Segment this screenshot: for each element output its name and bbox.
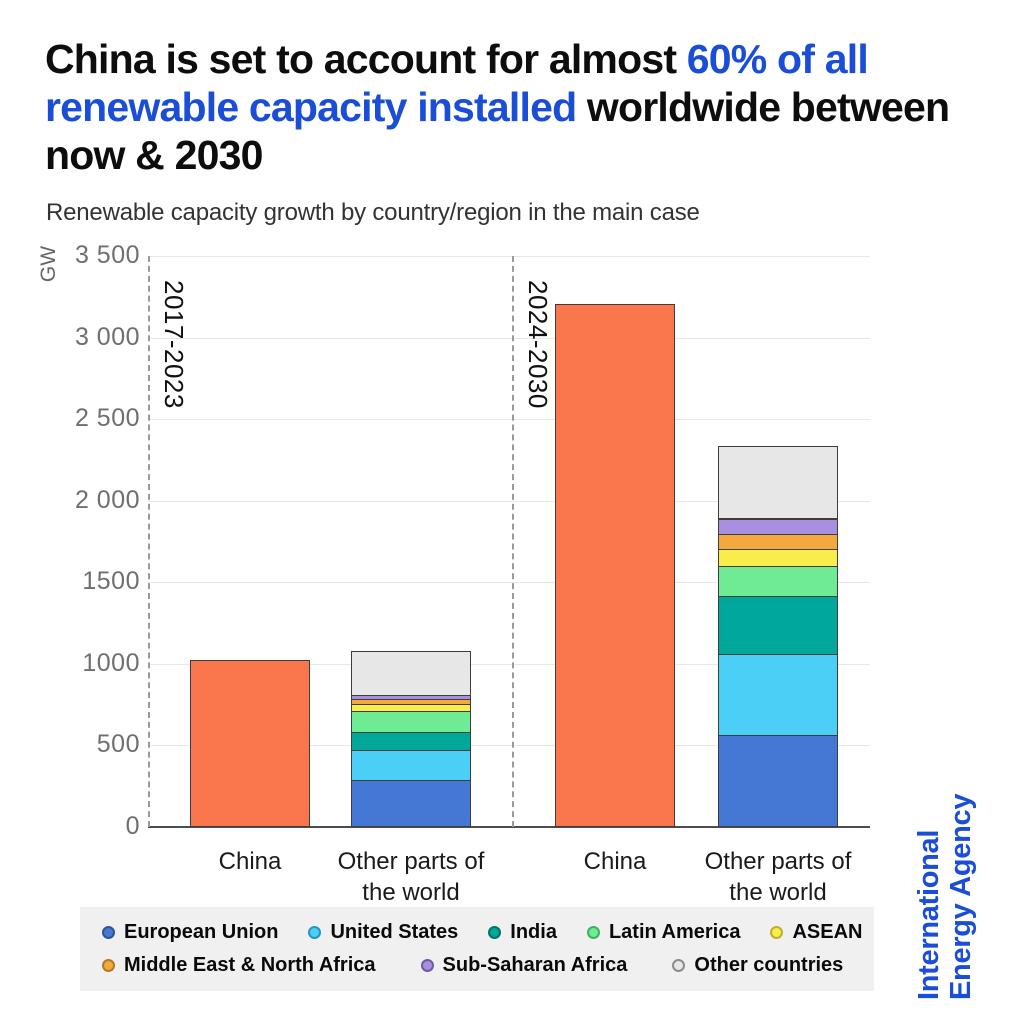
gridline-3500: [148, 256, 870, 257]
iea-logo-line-1: International: [913, 829, 945, 1000]
legend-marker-sub-saharan-africa-icon: [420, 959, 434, 972]
legend-label-other-countries: Other countries: [694, 954, 844, 976]
legend-marker-other-countries-icon: [672, 959, 686, 972]
gridline-500: [148, 745, 870, 747]
legend-item-india: India: [488, 921, 557, 944]
legend-item-middle-east-north-africa: Middle East & North Africa: [102, 954, 376, 977]
bar-segment-united-states: [351, 750, 471, 782]
title-text-black-1: China is set to account for almost: [45, 36, 687, 82]
legend-item-european-union: European Union: [102, 921, 278, 944]
legend-marker-european-union-icon: [102, 926, 115, 939]
bar-2017-2023-other-parts-of-the-world: [351, 651, 471, 827]
legend-item-asean: ASEAN: [770, 921, 862, 944]
bar-segment-india: [351, 732, 471, 752]
legend-marker-middle-east-north-africa-icon: [102, 959, 115, 972]
legend-marker-asean-icon: [770, 926, 784, 939]
y-tick-label-1000: 1000: [82, 648, 140, 677]
period-separator-2017-2023: [148, 256, 150, 827]
legend-label-united-states: United States: [330, 921, 459, 943]
bar-segment-asean: [351, 703, 471, 712]
bar-segment-india: [718, 595, 838, 655]
chart-subtitle: Renewable capacity growth by country/reg…: [46, 199, 700, 226]
chart-area: GW 2017-2023 2024-2030 0 500 1000 1500 2 000 2…: [0, 238, 1024, 913]
gridline-1000: [148, 663, 870, 665]
legend-label-india: India: [510, 921, 557, 943]
legend-item-sub-saharan-africa: Sub-Saharan Africa: [420, 954, 628, 977]
x-axis-label-other-parts-of-the-world: Other parts of the world: [337, 848, 485, 907]
x-axis-label-china: China: [583, 848, 647, 875]
period-label-2017-2023: 2017-2023: [159, 280, 189, 409]
plot-area: 2017-2023 2024-2030: [148, 256, 870, 828]
y-tick-label-1500: 1500: [82, 567, 140, 596]
legend-item-united-states: United States: [308, 921, 458, 944]
legend-row-1: European Union United States India Latin Am…: [102, 916, 864, 949]
y-axis-unit-label: GW: [37, 245, 60, 283]
bar-segment-latin-america: [718, 565, 838, 597]
legend-row-2: Middle East & North Africa Sub-Saharan Af…: [102, 949, 864, 982]
bar-2024-2030-other-parts-of-the-world: [718, 445, 838, 827]
legend-label-middle-east-north-africa: Middle East & North Africa: [124, 954, 376, 976]
bar-segment-other-countries: [351, 651, 471, 696]
bar-segment-european-union: [351, 780, 471, 827]
y-tick-label-2500: 2 500: [74, 404, 140, 433]
title-text-black-2: worldwide between now & 2030: [45, 83, 950, 178]
bar-segment-european-union: [718, 734, 838, 827]
legend-label-european-union: European Union: [124, 921, 279, 943]
bar-segment-china: [190, 659, 310, 827]
y-tick-label-3000: 3 000: [74, 322, 140, 351]
bar-segment-sub-saharan-africa: [718, 518, 838, 535]
y-tick-label-2000: 2 000: [74, 485, 140, 514]
legend-item-other-countries: Other countries: [672, 954, 843, 977]
iea-logo-line-2: Energy Agency: [945, 793, 978, 1000]
bar-segment-latin-america: [351, 711, 471, 734]
legend: European Union United States India Latin Am…: [80, 907, 874, 991]
gridline-2500: [148, 419, 870, 421]
bar-segment-asean: [718, 549, 838, 567]
title-text-highlight: 60% of all renewable capacity installed: [45, 36, 869, 130]
bar-segment-middle-east-north-africa: [718, 534, 838, 551]
period-label-2024-2030: 2024-2030: [523, 280, 553, 409]
gridline-1500: [148, 582, 870, 584]
legend-label-sub-saharan-africa: Sub-Saharan Africa: [442, 954, 628, 976]
bar-2024-2030-china: [555, 303, 675, 827]
legend-marker-united-states-icon: [308, 926, 322, 939]
legend-marker-latin-america-icon: [586, 926, 600, 939]
legend-label-latin-america: Latin America: [608, 921, 741, 943]
bar-segment-united-states: [718, 653, 838, 736]
legend-label-asean: ASEAN: [792, 921, 863, 943]
legend-item-latin-america: Latin America: [586, 921, 741, 944]
bar-segment-other-countries: [718, 445, 838, 520]
iea-logo: International Energy Agency: [913, 760, 977, 1000]
y-tick-label-500: 500: [96, 730, 140, 759]
bar-segment-china: [555, 303, 675, 827]
gridline-2000: [148, 500, 870, 502]
period-separator-2024-2030: [512, 256, 514, 827]
x-axis-line: [148, 826, 870, 828]
gridline-3000: [148, 337, 870, 339]
y-tick-label-3500: 3 500: [74, 241, 140, 269]
legend-marker-india-icon: [488, 926, 502, 939]
bar-2017-2023-china: [190, 659, 310, 827]
y-tick-label-0: 0: [125, 812, 140, 840]
page-title: China is set to account for almost 60% o…: [45, 36, 980, 180]
x-axis-label-china: China: [218, 848, 282, 875]
x-axis-label-other-parts-of-the-world: Other parts of the world: [704, 848, 852, 907]
